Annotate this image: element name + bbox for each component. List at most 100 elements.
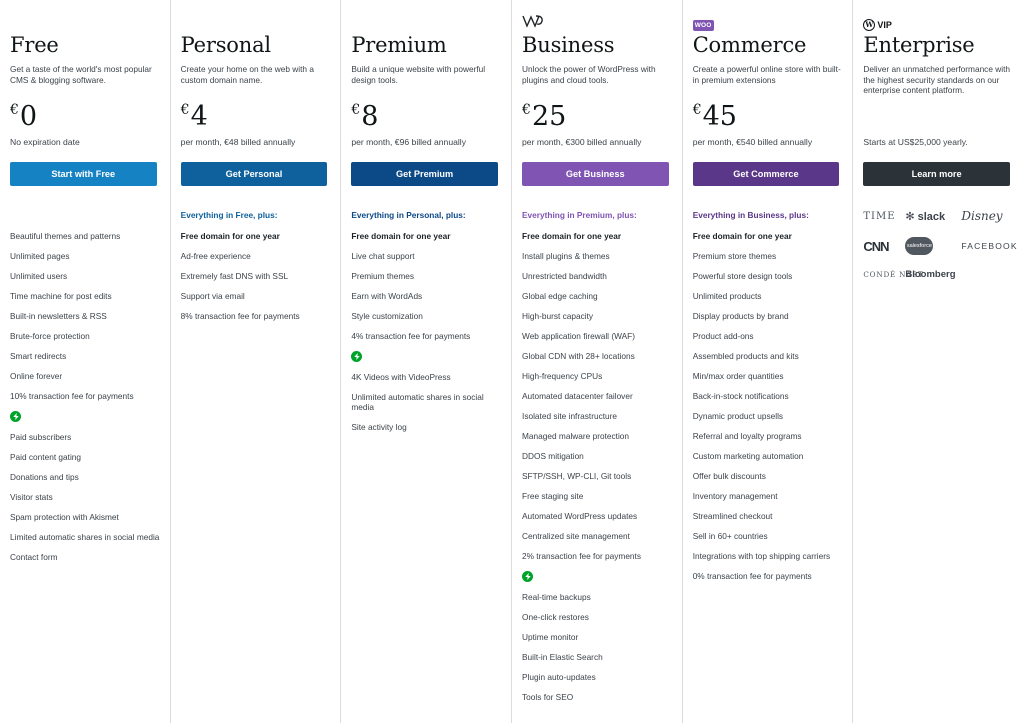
plan-column-free: Free Get a taste of the world's most popu…: [0, 0, 171, 723]
feature-item: Time machine for post edits: [10, 291, 112, 301]
client-logos: TIME ✻ slack Disney CNN salesforce FACEBOOK CO…: [863, 209, 1018, 280]
plan-tagline: Build a unique website with powerful des…: [351, 64, 486, 85]
feature-item: Premium store themes: [692, 251, 777, 261]
billing-info: Starts at US$25,000 yearly.: [863, 137, 968, 147]
feature-item: Spam protection with Akismet: [10, 511, 119, 522]
includes-previous-label: Everything in Free, plus:: [180, 210, 278, 220]
feature-item: Custom marketing automation: [692, 451, 804, 461]
feature-item: Streamlined checkout: [692, 511, 773, 521]
price-amount: 0: [19, 101, 38, 132]
plan-column-premium: Premium Build a unique website with power…: [341, 0, 513, 723]
jetpack-bolt-icon: [10, 411, 21, 422]
feature-item: Smart redirects: [10, 351, 67, 361]
plan-column-personal: Personal Create your home on the web with…: [171, 0, 342, 723]
feature-item: Inventory management: [692, 491, 778, 501]
currency-symbol: €: [10, 102, 19, 118]
price-amount: 45: [702, 101, 737, 132]
woo-logo-text: WOO: [692, 20, 714, 31]
feature-item: Integrations with top shipping carriers: [692, 551, 831, 561]
feature-item: Dynamic product upsells: [692, 411, 784, 421]
feature-item: Unlimited users: [10, 271, 68, 281]
feature-item: 0% transaction fee for payments: [692, 571, 812, 581]
premium-plan-button[interactable]: Get Premium: [351, 162, 498, 186]
feature-item: Donations and tips: [10, 471, 79, 482]
time-logo: TIME: [863, 210, 896, 222]
feature-item: Assembled products and kits: [692, 351, 799, 361]
facebook-logo: FACEBOOK: [961, 241, 1018, 251]
feature-item: Visitor stats: [10, 491, 53, 502]
feature-item: Uptime monitor: [522, 631, 579, 642]
feature-item: Global edge caching: [522, 291, 598, 301]
feature-list: Free domain for one year Ad-free experien…: [181, 231, 333, 331]
slack-logo: ✻ slack: [905, 210, 946, 223]
feature-item: Support via email: [180, 291, 245, 301]
plan-price: €25: [522, 100, 566, 136]
feature-item: 8% transaction fee for payments: [180, 311, 300, 321]
feature-item: Automated WordPress updates: [522, 511, 638, 521]
feature-item: 4% transaction fee for payments: [351, 331, 471, 341]
plan-tagline: Get a taste of the world's most popular …: [10, 64, 152, 85]
feature-item: Powerful store design tools: [692, 271, 793, 281]
plan-tagline: Deliver an unmatched performance with th…: [863, 64, 1011, 95]
feature-item: Ad-free experience: [180, 251, 251, 261]
conde-nast-logo: CONDÉ NAST: [863, 270, 924, 279]
disney-logo: Disney: [961, 209, 1003, 223]
feature-item: Display products by brand: [692, 311, 789, 321]
feature-item: 10% transaction fee for payments: [10, 391, 134, 401]
price-amount: 25: [531, 101, 567, 132]
billing-info: per month, €48 billed annually: [180, 137, 296, 147]
feature-list: Beautiful themes and patterns Unlimited p…: [10, 231, 162, 572]
feature-list: Free domain for one year Install plugins …: [522, 231, 674, 712]
feature-item: Premium themes: [351, 271, 415, 281]
feature-item: Automated datacenter failover: [522, 391, 633, 401]
feature-item: Isolated site infrastructure: [522, 411, 618, 421]
feature-item: Real-time backups: [522, 591, 591, 602]
salesforce-logo: salesforce: [905, 237, 934, 255]
feature-item: Live chat support: [351, 251, 415, 261]
feature-item: Brute-force protection: [10, 331, 90, 341]
plan-name: Business: [522, 33, 615, 57]
feature-item: Unlimited automatic shares in social med…: [351, 391, 484, 413]
includes-previous-label: Everything in Premium, plus:: [522, 210, 637, 220]
feature-item: Web application firewall (WAF): [522, 331, 635, 341]
feature-item: Centralized site management: [522, 531, 630, 541]
plan-column-enterprise: W VIP Enterprise Deliver an unmatched perfo…: [853, 0, 1024, 723]
feature-item: Site activity log: [351, 422, 407, 432]
feature-item: Style customization: [351, 311, 423, 321]
cnn-logo: CNN: [863, 238, 889, 254]
feature-item: 4K Videos with VideoPress: [351, 371, 451, 382]
feature-item: High-frequency CPUs: [522, 371, 603, 381]
feature-item: Built-in Elastic Search: [522, 651, 603, 662]
jetpack-section: [351, 351, 503, 362]
plan-tagline: Unlock the power of WordPress with plugi…: [522, 64, 656, 85]
feature-item: Unrestricted bandwidth: [522, 271, 607, 281]
includes-previous-label: Everything in Business, plus:: [692, 210, 809, 220]
plan-name: Free: [10, 33, 59, 57]
feature-item: Built-in newsletters & RSS: [10, 311, 107, 321]
business-plan-button[interactable]: Get Business: [522, 162, 669, 186]
plan-tagline: Create your home on the web with a custo…: [180, 64, 314, 85]
jetpack-bolt-icon: [351, 351, 363, 362]
feature-item: One-click restores: [522, 611, 589, 622]
feature-item: Sell in 60+ countries: [692, 531, 768, 541]
feature-item: Install plugins & themes: [522, 251, 610, 261]
bloomberg-logo: Bloomberg: [905, 269, 956, 280]
feature-item: Back-in-stock notifications: [692, 391, 789, 401]
jetpack-section: [522, 571, 674, 582]
feature-item: Unlimited pages: [10, 251, 70, 261]
feature-item: Limited automatic shares in social media: [10, 531, 160, 542]
enterprise-plan-button[interactable]: Learn more: [863, 162, 1010, 186]
includes-previous-label: Everything in Personal, plus:: [351, 210, 466, 220]
commerce-plan-button[interactable]: Get Commerce: [692, 162, 840, 186]
plan-name: Personal: [180, 33, 271, 57]
personal-plan-button[interactable]: Get Personal: [180, 162, 328, 186]
feature-item: Free domain for one year: [522, 231, 622, 241]
feature-list: Free domain for one year Live chat suppor…: [351, 231, 503, 442]
feature-item: Managed malware protection: [522, 431, 630, 441]
feature-item: Free staging site: [522, 491, 584, 501]
feature-item: Offer bulk discounts: [692, 471, 766, 481]
free-plan-button[interactable]: Start with Free: [10, 162, 157, 186]
feature-list: Free domain for one year Premium store th…: [693, 231, 845, 591]
wordpress-logo-icon: [522, 14, 544, 32]
